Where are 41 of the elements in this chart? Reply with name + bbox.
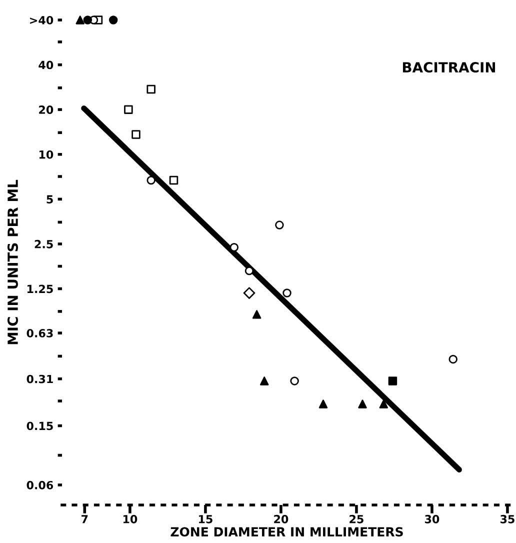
y-tick-label: 1.25 [28,284,53,294]
point [169,176,178,185]
point [275,220,284,230]
point [388,376,398,386]
y-tick-label: >40 [30,16,54,24]
x-tick-label: 20 [274,514,288,524]
point [83,16,92,24]
x-tick-label: 30 [424,514,440,524]
y-tick-label: 0.63 [26,328,53,338]
y-tick-label: 0.06 [26,480,54,490]
y-tick-label: 0.31 [26,374,53,384]
y-tick-label: 10 [39,150,54,159]
y-tick-label: 40 [38,60,54,70]
x-tick-label: 35 [500,514,514,524]
text: BACITRACIN [402,62,496,73]
y-tick-label: 2.5 [34,240,53,248]
point [358,400,367,408]
point [146,84,156,94]
x-tick-label: 10 [123,514,138,524]
y-tick-label: 0.15 [26,422,53,430]
point [282,288,292,298]
point [290,376,299,386]
point [379,400,388,408]
x-tick-label: 7 [82,515,88,524]
x-tick-label: 15 [198,515,212,524]
point [448,354,458,364]
y-tick-label: 5 [46,195,53,204]
point [108,16,118,24]
point [318,400,328,408]
point [230,243,239,252]
point [76,16,84,24]
y-tick-label: 20 [39,106,54,114]
point [243,287,256,299]
point [252,310,262,319]
point [146,176,156,185]
x-axis-title: ZONE DIAMETER IN MILLIMETERS [170,527,403,537]
y-axis-title: MIC IN UNITS PER ML [8,180,18,344]
x-tick-label: 25 [350,514,364,524]
point [132,130,140,139]
point [260,376,269,386]
point [124,105,133,114]
